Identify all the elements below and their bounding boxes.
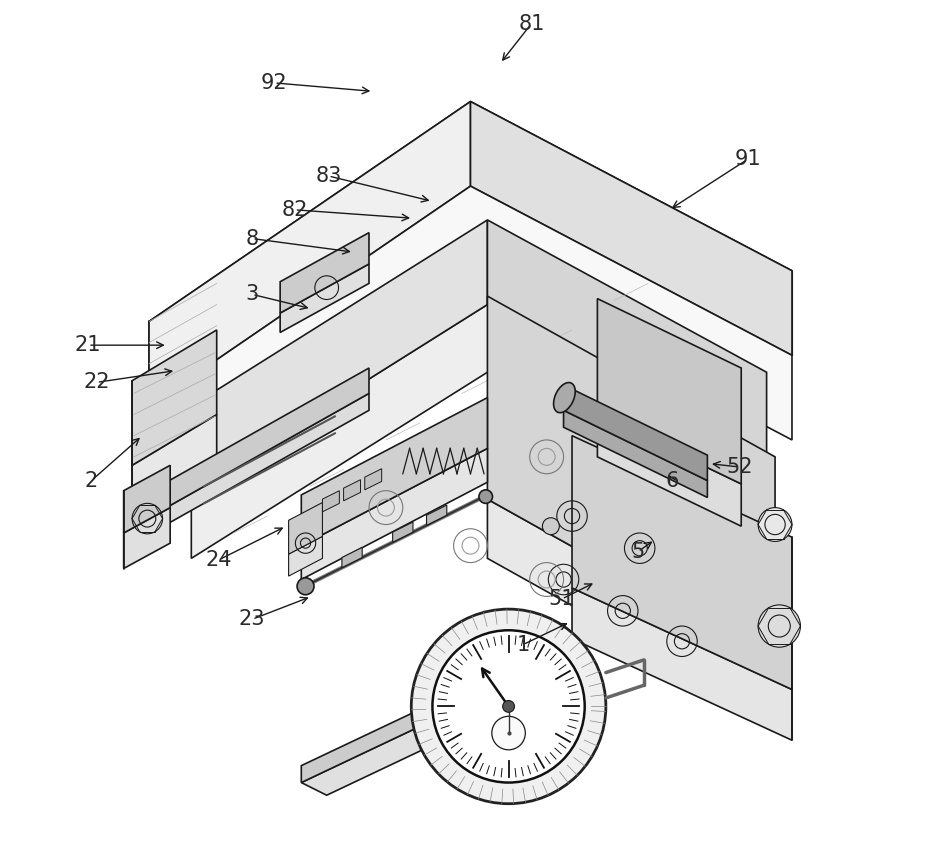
- Polygon shape: [289, 503, 323, 554]
- Polygon shape: [487, 220, 767, 457]
- Text: 6: 6: [665, 470, 678, 491]
- Polygon shape: [280, 233, 369, 313]
- Polygon shape: [598, 415, 742, 526]
- Circle shape: [411, 609, 606, 804]
- Text: 52: 52: [726, 457, 753, 477]
- Polygon shape: [365, 469, 382, 490]
- Circle shape: [297, 578, 314, 595]
- Text: 3: 3: [246, 284, 259, 305]
- Text: 51: 51: [549, 589, 575, 609]
- Polygon shape: [470, 102, 792, 355]
- Circle shape: [758, 508, 792, 541]
- Polygon shape: [123, 465, 170, 533]
- Polygon shape: [136, 368, 369, 525]
- Polygon shape: [342, 547, 362, 568]
- Polygon shape: [149, 186, 792, 491]
- Circle shape: [433, 630, 584, 783]
- Text: 23: 23: [239, 609, 265, 629]
- Polygon shape: [301, 689, 462, 783]
- Polygon shape: [598, 299, 742, 484]
- Polygon shape: [149, 102, 470, 406]
- Circle shape: [502, 700, 515, 712]
- Polygon shape: [123, 508, 170, 569]
- Circle shape: [492, 717, 525, 750]
- Polygon shape: [191, 305, 767, 558]
- Polygon shape: [487, 296, 775, 660]
- Polygon shape: [564, 385, 708, 481]
- Polygon shape: [572, 588, 792, 740]
- Text: 82: 82: [281, 200, 308, 220]
- Text: 22: 22: [84, 372, 110, 393]
- Ellipse shape: [553, 382, 575, 413]
- Polygon shape: [426, 505, 447, 525]
- Circle shape: [479, 490, 492, 503]
- Polygon shape: [343, 480, 360, 501]
- Text: 92: 92: [261, 73, 288, 93]
- Text: 81: 81: [518, 14, 545, 34]
- Polygon shape: [132, 330, 216, 465]
- Text: 1: 1: [517, 634, 530, 655]
- Text: 2: 2: [85, 470, 98, 491]
- Circle shape: [758, 605, 801, 647]
- Text: 8: 8: [246, 228, 259, 249]
- Polygon shape: [301, 706, 487, 795]
- Polygon shape: [191, 220, 487, 491]
- Circle shape: [542, 518, 559, 535]
- Text: 91: 91: [735, 149, 761, 169]
- Polygon shape: [487, 499, 775, 719]
- Polygon shape: [323, 491, 340, 512]
- Polygon shape: [280, 264, 369, 332]
- Polygon shape: [289, 536, 323, 576]
- Text: 5: 5: [631, 541, 645, 562]
- Polygon shape: [392, 522, 413, 542]
- Polygon shape: [301, 448, 487, 580]
- Text: 24: 24: [205, 550, 231, 570]
- Polygon shape: [301, 398, 487, 546]
- Polygon shape: [572, 436, 792, 689]
- Polygon shape: [136, 393, 369, 541]
- Text: 21: 21: [75, 335, 102, 355]
- Polygon shape: [132, 415, 216, 541]
- Text: 83: 83: [315, 166, 342, 186]
- Polygon shape: [564, 410, 708, 497]
